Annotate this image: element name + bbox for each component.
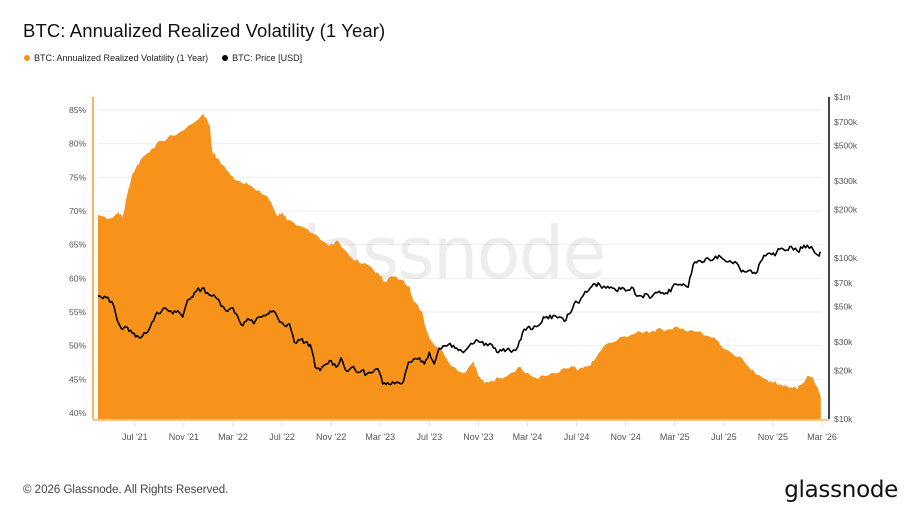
x-tick-label: Mar '26 [807,432,837,442]
x-tick-label: Nov '22 [316,432,346,442]
left-tick-label: 50% [69,341,86,351]
left-tick-label: 60% [69,273,86,283]
right-tick-label: $100k [834,253,858,263]
x-tick-label: Jul '22 [269,432,295,442]
right-tick-label: $200k [834,205,858,215]
right-tick-label: $70k [834,278,853,288]
x-tick-label: Mar '22 [218,432,248,442]
copyright-text: © 2026 Glassnode. All Rights Reserved. [23,484,229,496]
x-tick-label: Mar '24 [513,432,543,442]
left-tick-label: 45% [69,374,86,384]
x-tick-label: Nov '21 [169,432,199,442]
glassnode-logo[interactable]: glassnode [784,477,898,503]
right-tick-label: $500k [834,140,858,150]
legend-dot-price [222,55,229,61]
legend-label-price: BTC: Price [USD] [232,53,303,63]
right-tick-label: $700k [834,117,858,127]
legend-item-price[interactable]: BTC: Price [USD] [222,53,302,63]
chart-svg: glassnode 40%45%50%55%60%65%70%75%80%85%… [69,92,858,442]
right-tick-label: $10k [834,414,853,424]
left-tick-label: 75% [69,172,86,182]
right-tick-label: $1m [834,92,851,102]
chart-legend: BTC: Annualized Realized Volatility (1 Y… [24,53,302,63]
legend-item-volatility[interactable]: BTC: Annualized Realized Volatility (1 Y… [24,53,208,63]
legend-dot-volatility [24,55,30,61]
right-tick-label: $20k [834,366,853,376]
x-tick-label: Jul '24 [564,432,590,442]
left-tick-label: 85% [69,105,86,115]
x-tick-label: Jul '21 [122,432,148,442]
left-axis: 40% 45% 50% 55% 60% 65% 70% 75% 80% 85% [69,97,94,419]
left-tick-label: 70% [69,206,86,216]
right-tick-label: $300k [834,176,858,186]
right-tick-label: $50k [834,301,853,311]
left-tick-label: 80% [69,139,86,149]
x-axis: Jul '21 Nov '21 Mar '22 Jul '22 Nov '22 Mar '… [93,419,837,442]
left-tick-label: 55% [69,307,86,317]
left-tick-label: 40% [69,408,86,418]
chart-title: BTC: Annualized Realized Volatility (1 Y… [23,20,386,41]
volatility-area-layer [98,113,821,420]
x-tick-label: Jul '25 [711,432,737,442]
price-line [97,244,822,386]
right-tick-label: $30k [834,337,853,347]
x-tick-label: Mar '25 [660,432,690,442]
x-tick-label: Nov '23 [463,432,493,442]
left-tick-label: 65% [69,240,86,250]
legend-label-volatility: BTC: Annualized Realized Volatility (1 Y… [34,53,209,63]
right-axis: $10k $20k $30k $50k $70k $100k $200k $300k $500k… [828,92,858,424]
x-tick-label: Nov '25 [758,432,788,442]
price-line-layer [97,244,822,386]
x-tick-label: Mar '23 [365,432,395,442]
x-tick-label: Nov '24 [611,432,641,442]
volatility-area [98,113,821,420]
x-tick-label: Jul '23 [416,432,442,442]
